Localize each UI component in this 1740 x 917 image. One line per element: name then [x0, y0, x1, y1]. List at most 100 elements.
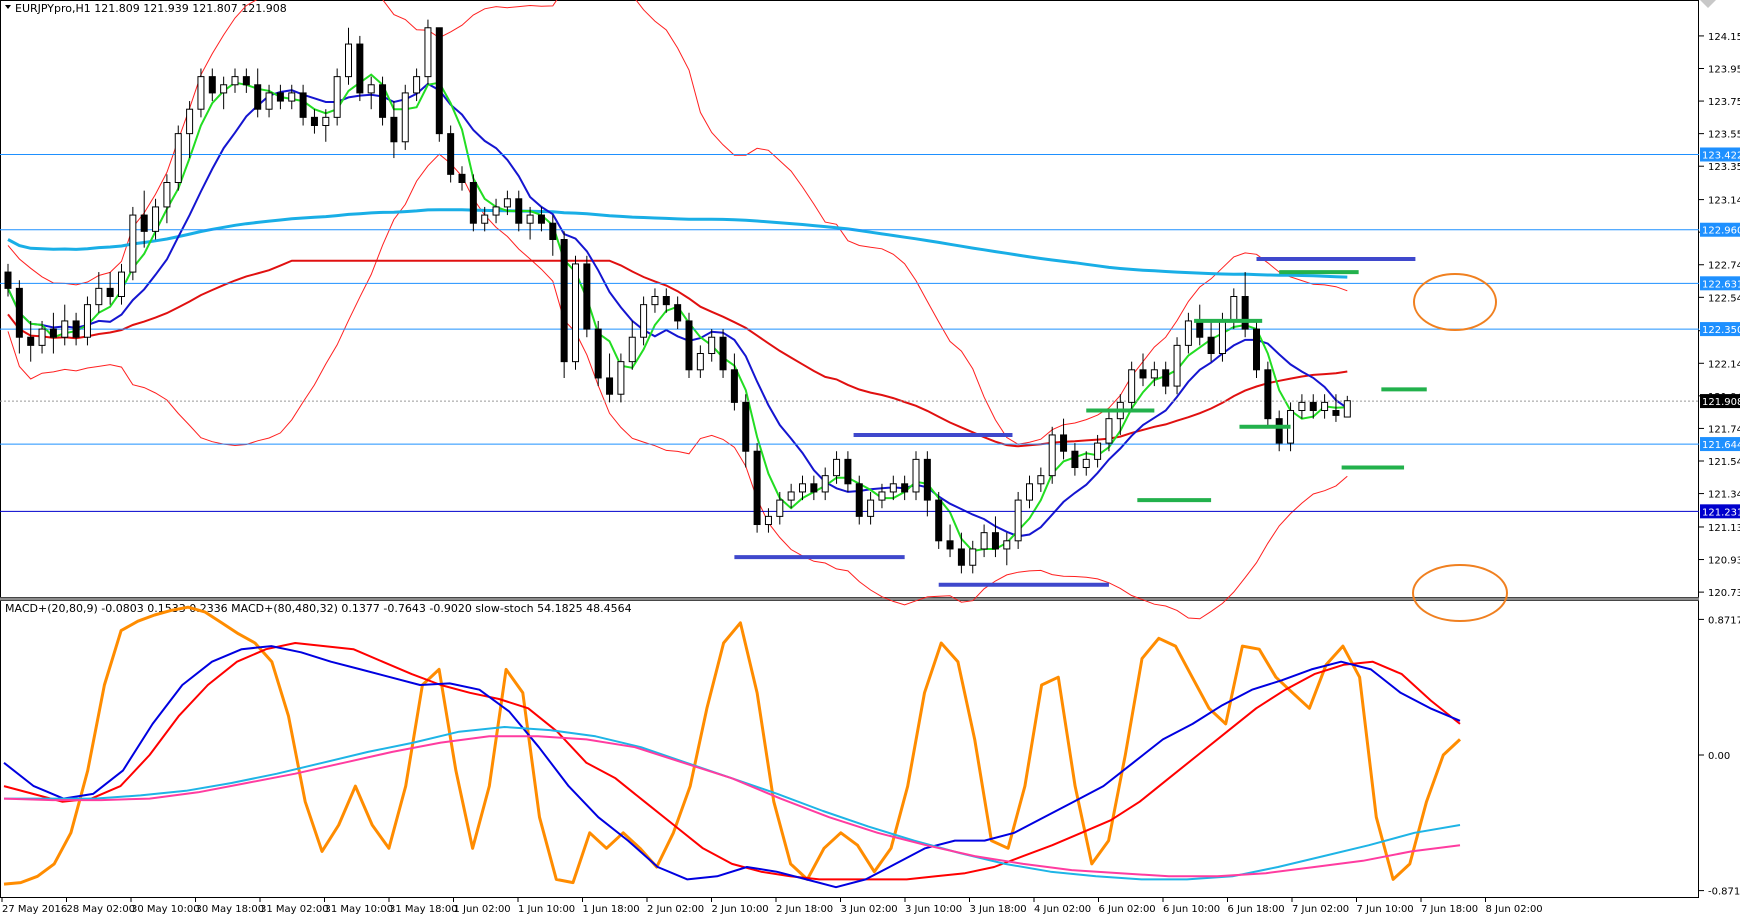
- time-tick-label: 1 Jun 02:00: [454, 904, 511, 915]
- candle-body: [503, 198, 511, 208]
- candle-body: [855, 483, 863, 517]
- candle-body: [322, 116, 330, 126]
- candle-body: [242, 76, 250, 86]
- candle-body: [1150, 369, 1158, 379]
- main-title-group: EURJPYpro,H1 121.809 121.939 121.807 121…: [5, 2, 287, 15]
- price-tick-label: 123.950: [1708, 64, 1740, 75]
- candle-body: [821, 475, 829, 493]
- time-tick-label: 3 Jun 10:00: [905, 904, 962, 915]
- candle-body: [708, 336, 716, 355]
- time-tick-label: 2 Jun 02:00: [647, 904, 704, 915]
- candle-body: [356, 43, 364, 94]
- candle-body: [719, 336, 727, 371]
- time-tick-label: 4 Jun 02:00: [1034, 904, 1091, 915]
- time-tick-label: 2 Jun 18:00: [776, 904, 833, 915]
- candle-body: [810, 483, 818, 493]
- candle-body: [957, 548, 965, 566]
- main-layers: [0, 0, 1699, 622]
- candle-body: [628, 336, 636, 363]
- candle-body: [799, 483, 806, 493]
- candle-body: [572, 263, 579, 363]
- price-tick-label: 121.540: [1708, 457, 1740, 468]
- candle-body: [1082, 458, 1090, 469]
- time-tick-label: 1 Jun 18:00: [583, 904, 640, 915]
- price-level-label: 121.231: [1702, 507, 1740, 518]
- candle-body: [946, 540, 954, 550]
- candle-body: [27, 336, 35, 346]
- candle-body: [606, 377, 614, 395]
- candle-body: [333, 76, 341, 118]
- candle-body: [935, 499, 943, 542]
- candle-body: [1037, 475, 1045, 485]
- candle-body: [594, 328, 602, 379]
- candle-body: [776, 499, 784, 517]
- candle-body: [764, 515, 772, 526]
- candle-body: [662, 296, 670, 306]
- highlight-ellipse: [1413, 273, 1497, 331]
- candle-body: [61, 320, 69, 338]
- candle-body: [379, 84, 387, 118]
- upper-band-line: [7, 0, 1348, 445]
- candle-body: [4, 271, 12, 289]
- candle-body: [1026, 483, 1033, 501]
- candle-body: [1196, 320, 1204, 338]
- candle-body: [367, 84, 375, 94]
- candle-body: [742, 401, 750, 452]
- candle-body: [299, 92, 307, 118]
- candle-body: [1094, 442, 1102, 460]
- price-level-tag: [1700, 504, 1740, 519]
- candle-body: [208, 76, 216, 94]
- candle-body: [401, 92, 409, 143]
- candle-body: [458, 173, 466, 183]
- candle-body: [288, 92, 296, 102]
- lower-band-line: [7, 153, 1348, 620]
- time-tick-label: 7 Jun 02:00: [1292, 904, 1349, 915]
- candle-body: [1162, 369, 1170, 387]
- scroll-marker-icon: [1700, 0, 1716, 8]
- time-tick-label: 7 Jun 18:00: [1421, 904, 1478, 915]
- candle-body: [889, 483, 897, 493]
- candle-body: [730, 369, 738, 403]
- price-tick-label: 121.740: [1708, 424, 1740, 435]
- candle-body: [118, 271, 125, 298]
- price-level-tag: [1700, 276, 1740, 291]
- candle-body: [186, 108, 194, 135]
- candle-body: [38, 328, 46, 346]
- price-tick-label: 122.545: [1708, 293, 1740, 304]
- main-title: EURJPYpro,H1 121.809 121.939 121.807 121…: [15, 2, 287, 15]
- candle-body: [310, 116, 318, 126]
- candle-body: [1048, 434, 1056, 477]
- candle-body: [901, 483, 909, 493]
- candle-body: [1264, 369, 1272, 420]
- candle-body: [1105, 418, 1113, 444]
- candle-body: [106, 287, 114, 298]
- candle-body: [1071, 450, 1079, 469]
- candle-body: [549, 222, 557, 241]
- candle-body: [1230, 296, 1238, 322]
- indicator-tick-label: 0.8717: [1708, 615, 1740, 626]
- candle-body: [1207, 336, 1215, 355]
- current-price-tag: [1700, 394, 1740, 409]
- candle-body: [72, 320, 80, 338]
- candle-body: [129, 214, 137, 273]
- time-tick-label: 27 May 2016: [2, 904, 67, 915]
- candle-body: [447, 133, 455, 175]
- candle-body: [560, 239, 568, 363]
- price-tick-label: 121.340: [1708, 490, 1740, 501]
- price-level-label: 122.960: [1702, 226, 1740, 237]
- indicator-series-line: [3, 645, 1461, 889]
- price-level-tag: [1700, 437, 1740, 452]
- candle-body: [390, 116, 398, 143]
- price-level-label: 122.350: [1702, 325, 1740, 336]
- price-level-label: 122.631: [1702, 279, 1740, 290]
- collapse-triangle-icon[interactable]: [5, 5, 11, 9]
- candle-body: [152, 206, 160, 232]
- candle-body: [1014, 499, 1022, 542]
- price-level-tag: [1700, 147, 1740, 162]
- candle-body: [1003, 540, 1011, 550]
- price-tick-label: 123.750: [1708, 97, 1740, 108]
- candle-body: [617, 361, 625, 395]
- current-price-label: 121.908: [1702, 397, 1740, 408]
- candle-body: [1332, 410, 1340, 416]
